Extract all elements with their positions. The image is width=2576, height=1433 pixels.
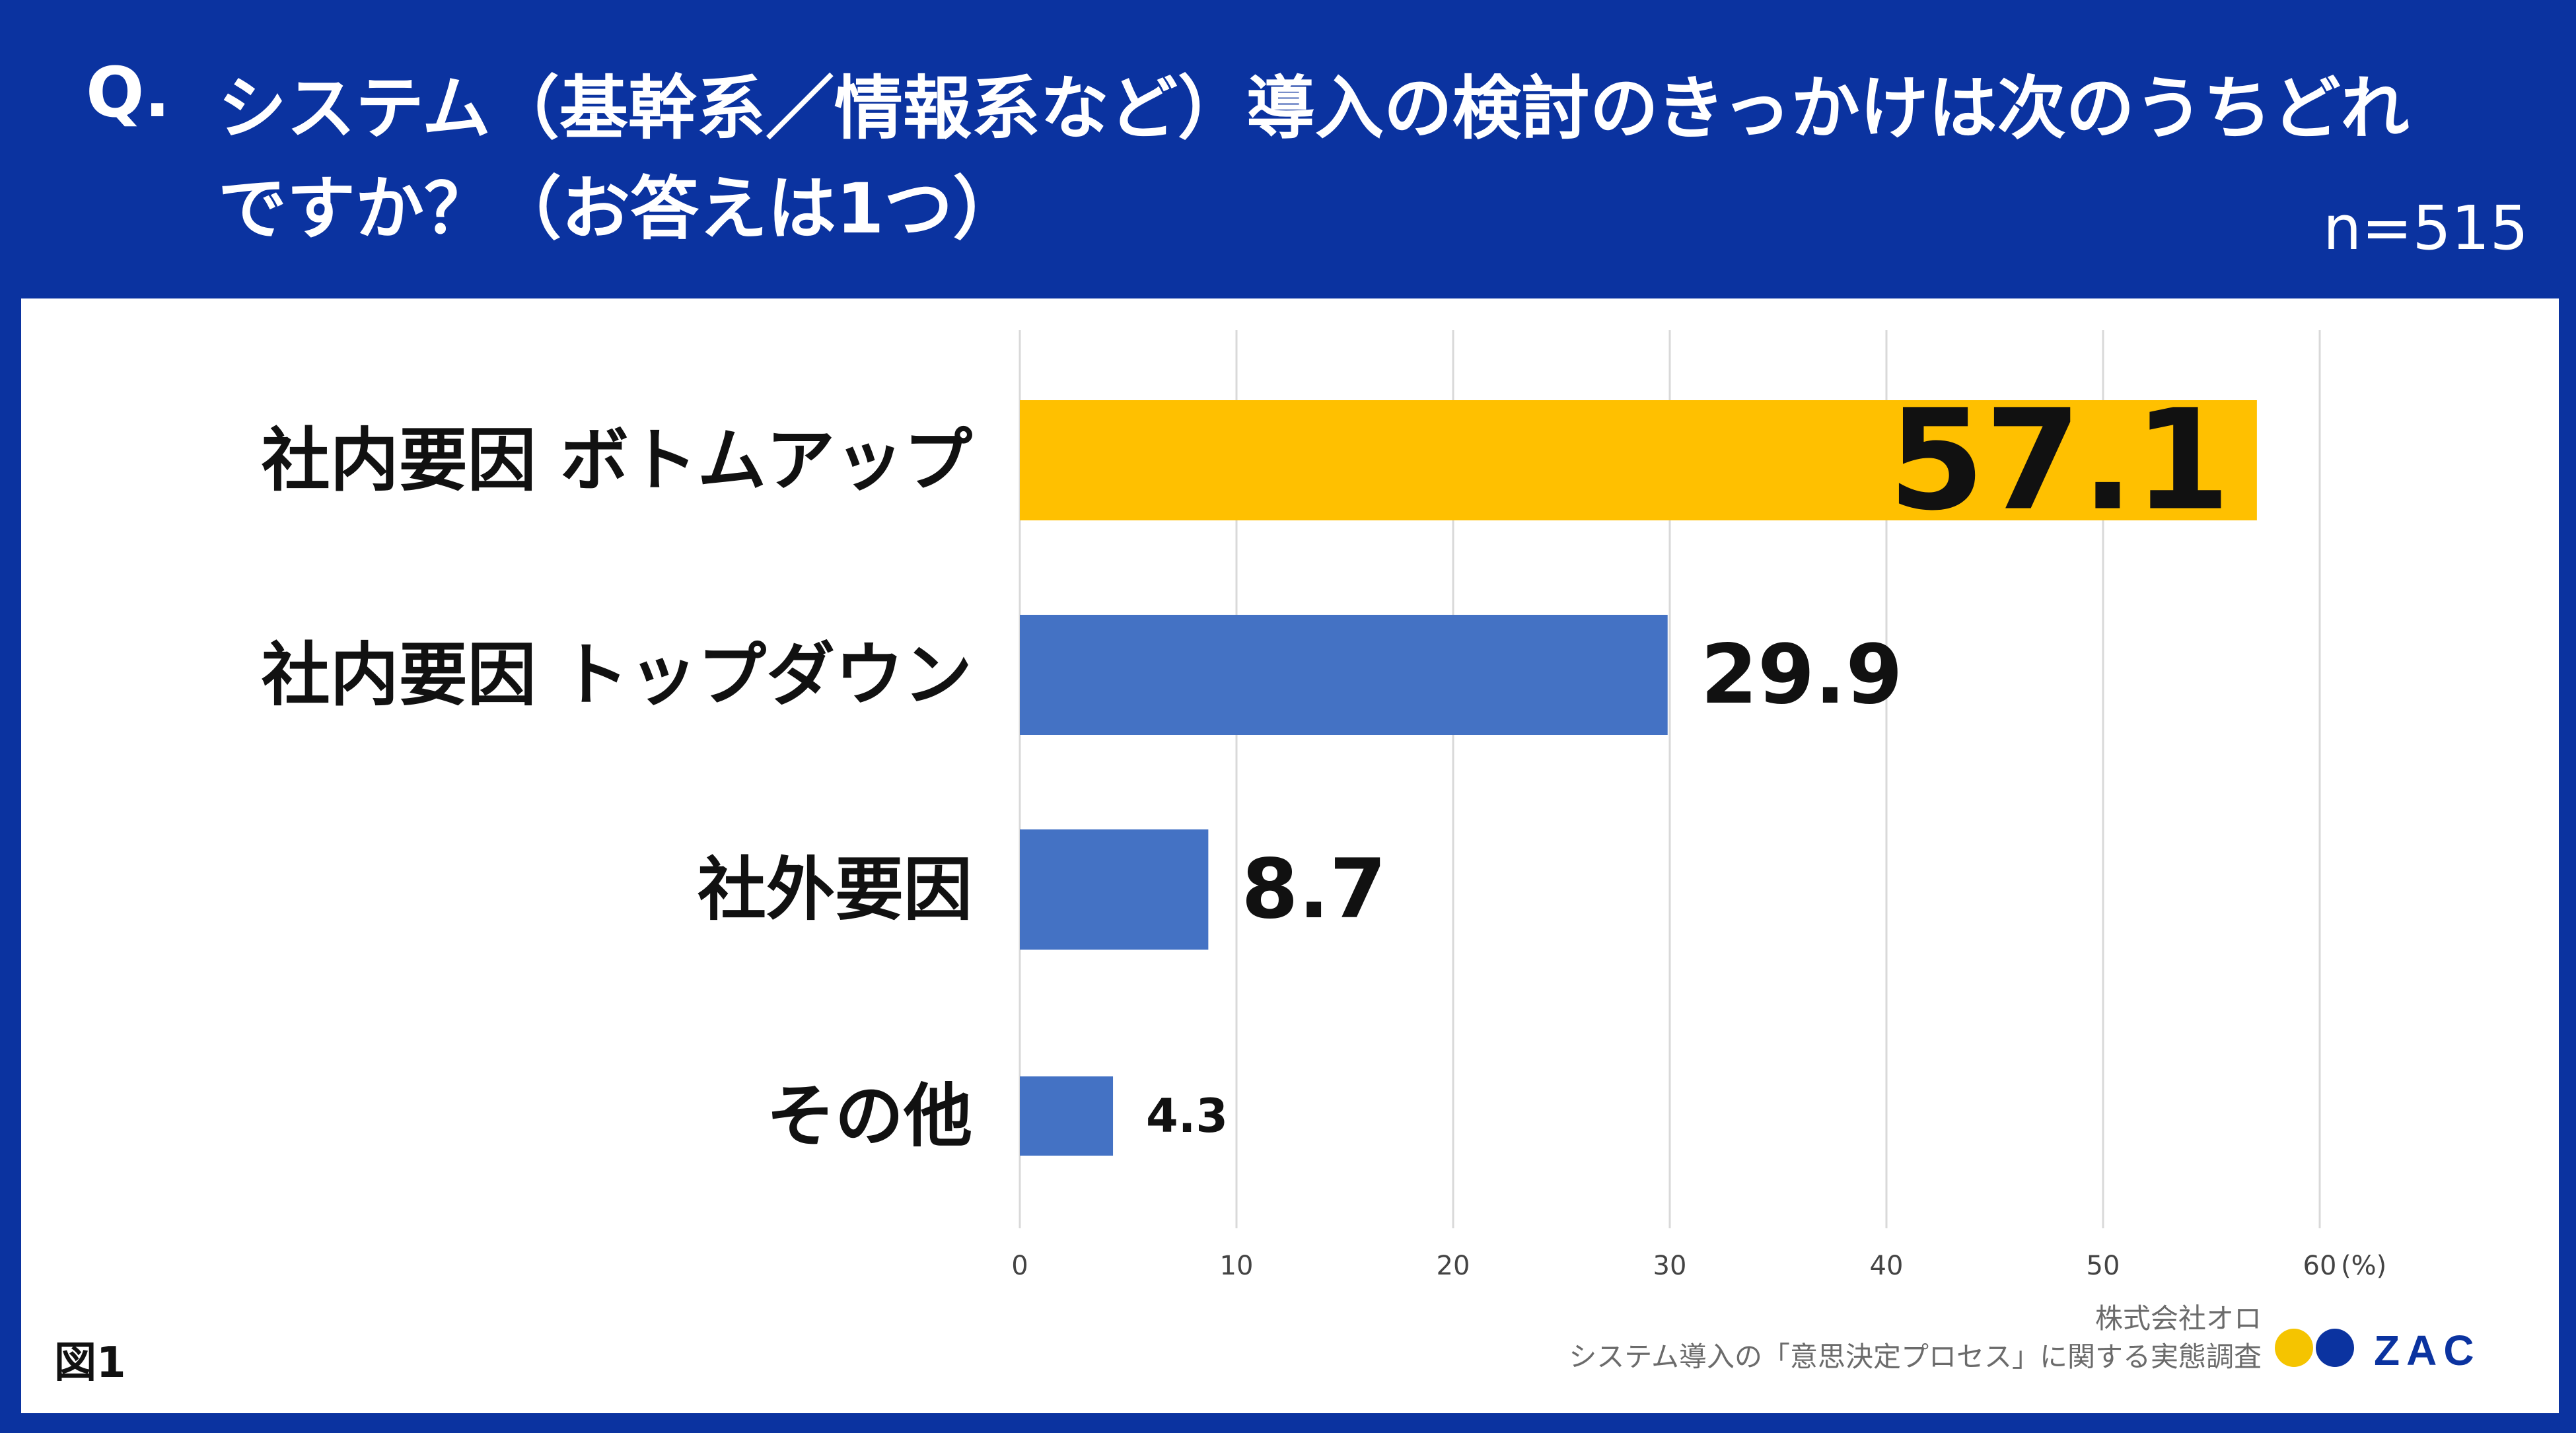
- bar: [1020, 829, 1209, 950]
- category-label: その他: [766, 1076, 972, 1156]
- x-tick-label: 40: [1870, 1251, 1904, 1281]
- data-label: 8.7: [1241, 842, 1386, 937]
- x-axis-unit: (%): [2341, 1251, 2386, 1281]
- header: Q. システム（基幹系／情報系など）導入の検討のきっかけは次のうちどれですか？（…: [0, 0, 2576, 297]
- category-label: 社外要因: [698, 849, 972, 930]
- x-tick-label: 50: [2087, 1251, 2120, 1281]
- bar-chart: 0 10 20 30 40 50 60 (%) 社内要因 ボトムアップ 57.1 社内要因 トップダ…: [262, 330, 2386, 1281]
- credit-survey: システム導入の「意思決定プロセス」に関する実態調査: [1569, 1341, 2262, 1373]
- logo-dot-blue: [2316, 1329, 2354, 1367]
- zac-logo: ZAC: [2275, 1314, 2499, 1374]
- category-label: 社内要因 トップダウン: [262, 635, 972, 715]
- category-label: 社内要因 ボトムアップ: [262, 420, 972, 501]
- bar: [1020, 615, 1668, 735]
- x-tick-label: 0: [1011, 1251, 1028, 1281]
- logo-dot-yellow: [2275, 1329, 2313, 1367]
- logo-text: ZAC: [2374, 1327, 2481, 1374]
- x-tick-label: 60: [2303, 1251, 2337, 1281]
- x-tick-label: 30: [1653, 1251, 1687, 1281]
- credit-company: 株式会社オロ: [2094, 1302, 2262, 1335]
- x-tick-label: 20: [1437, 1251, 1470, 1281]
- survey-credit: 株式会社オロ システム導入の「意思決定プロセス」に関する実態調査: [1569, 1300, 2262, 1376]
- figure-label: 図1: [54, 1339, 126, 1387]
- bar: [1020, 400, 2257, 520]
- data-label: 57.1: [1888, 380, 2231, 542]
- x-tick-label: 10: [1220, 1251, 1254, 1281]
- question-text: システム（基幹系／情報系など）導入の検討のきっかけは次のうちどれですか？（お答え…: [218, 68, 2410, 249]
- bar: [1020, 1076, 1114, 1156]
- chart-panel: 0 10 20 30 40 50 60 (%) 社内要因 ボトムアップ 57.1 社内要因 トップダ…: [21, 298, 2559, 1413]
- sample-size: n=515: [2323, 193, 2528, 263]
- question-mark: Q.: [86, 52, 170, 133]
- data-label: 29.9: [1701, 627, 1903, 722]
- data-label: 4.3: [1146, 1089, 1228, 1143]
